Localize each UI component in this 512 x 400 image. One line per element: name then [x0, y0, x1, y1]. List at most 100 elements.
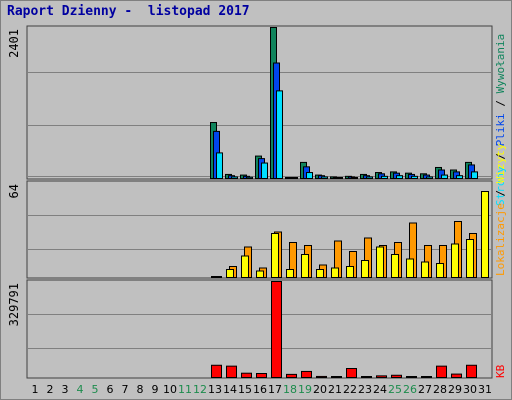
bar-strony-day-30: [471, 171, 478, 180]
day-label-7: 7: [122, 383, 129, 396]
day-label-19: 19: [298, 383, 312, 396]
day-label-5: 5: [92, 383, 99, 396]
day-label-14: 14: [223, 383, 237, 396]
bar-strony-day-29: [456, 175, 463, 180]
bar-strony-day-26: [411, 175, 418, 180]
bar-kb-day-30: [466, 364, 477, 378]
legend-visits: Lokalizacje / Wizyty: [494, 143, 507, 276]
day-label-3: 3: [62, 383, 69, 396]
day-label-17: 17: [268, 383, 282, 396]
bar-kb-day-22: [346, 367, 357, 378]
bar-kb-day-14: [226, 365, 237, 379]
day-label-4: 4: [77, 383, 84, 396]
bar-wizyty-day-26: [406, 258, 414, 278]
legend-requests: Strony / Pliki / Wywołania: [494, 34, 507, 206]
bar-wizyty-day-17: [271, 233, 279, 278]
bar-wizyty-day-16: [256, 270, 264, 278]
bar-strony-day-13: [216, 152, 223, 179]
bar-wizyty-day-19: [301, 254, 309, 278]
day-label-15: 15: [238, 383, 252, 396]
max-label-requests: 2401: [7, 29, 21, 58]
day-label-22: 22: [343, 383, 357, 396]
bar-wizyty-day-14: [226, 269, 234, 278]
bar-kb-day-15: [241, 372, 252, 379]
day-label-30: 30: [463, 383, 477, 396]
bar-strony-day-14: [231, 176, 238, 180]
day-label-18: 18: [283, 383, 297, 396]
day-label-10: 10: [163, 383, 177, 396]
bar-wizyty-day-25: [391, 254, 399, 278]
bar-wizyty-day-18: [286, 269, 294, 278]
legend-part: /: [494, 183, 507, 203]
bar-wizyty-day-23: [361, 260, 369, 278]
bar-kb-day-16: [256, 372, 267, 379]
bar-wizyty-day-29: [451, 243, 459, 278]
day-label-11: 11: [178, 383, 192, 396]
bar-kb-day-26: [406, 376, 417, 378]
day-label-16: 16: [253, 383, 267, 396]
chart-title: Raport Dzienny - listopad 2017: [7, 4, 250, 19]
bar-strony-day-19: [306, 172, 313, 180]
day-label-20: 20: [313, 383, 327, 396]
day-label-23: 23: [358, 383, 372, 396]
bar-strony-day-18: [291, 177, 298, 179]
day-label-28: 28: [433, 383, 447, 396]
bar-wizyty-day-27: [421, 261, 429, 278]
bar-strony-day-25: [396, 175, 403, 180]
day-label-8: 8: [137, 383, 144, 396]
legend-part: Wywołania: [494, 34, 507, 94]
bar-strony-day-27: [426, 176, 433, 180]
bar-strony-day-20: [321, 176, 328, 180]
bar-strony-day-16: [261, 162, 268, 179]
day-label-1: 1: [32, 383, 39, 396]
bar-kb-day-17: [271, 281, 282, 378]
bar-kb-day-28: [436, 365, 447, 379]
day-label-31: 31: [478, 383, 492, 396]
bar-strony-day-24: [381, 175, 388, 180]
legend-part: /: [494, 146, 507, 166]
bar-wizyty-day-21: [331, 267, 339, 278]
bar-kb-day-29: [451, 373, 462, 378]
bar-strony-day-17: [276, 90, 283, 179]
bar-kb-day-27: [421, 376, 432, 378]
day-label-21: 21: [328, 383, 342, 396]
bar-strony-day-22: [351, 177, 358, 179]
max-label-visits: 64: [7, 184, 21, 198]
day-label-24: 24: [373, 383, 387, 396]
day-label-9: 9: [152, 383, 159, 396]
bar-wizyty-day-24: [376, 246, 384, 278]
day-label-2: 2: [47, 383, 54, 396]
bar-kb-day-24: [376, 375, 387, 379]
legend-part: Wizyty: [494, 143, 507, 183]
bar-wizyty-day-31: [481, 191, 489, 278]
bar-kb-day-19: [301, 370, 312, 378]
bar-kb-day-21: [331, 376, 342, 378]
bar-wizyty-day-15: [241, 255, 249, 278]
bar-strony-day-23: [366, 176, 373, 180]
bar-kb-day-13: [211, 364, 222, 378]
legend-traffic: KB: [494, 364, 507, 378]
legend-part: Lokalizacje: [494, 203, 507, 276]
legend-part: KB: [494, 364, 507, 378]
bar-wizyty-day-22: [346, 266, 354, 278]
bar-kb-day-20: [316, 375, 327, 379]
legend-part: Strony: [494, 166, 507, 206]
bar-wizyty-day-30: [466, 239, 474, 278]
bar-kb-day-23: [361, 376, 372, 378]
max-label-traffic: 329791: [7, 283, 21, 326]
bar-strony-day-28: [441, 174, 448, 179]
legend-part: Pliki: [494, 113, 507, 146]
bar-kb-day-25: [391, 374, 402, 379]
bar-kb-day-18: [286, 373, 297, 378]
day-label-27: 27: [418, 383, 432, 396]
day-label-29: 29: [448, 383, 462, 396]
day-label-12: 12: [193, 383, 207, 396]
bar-strony-day-15: [246, 176, 253, 179]
bar-wizyty-day-28: [436, 263, 444, 278]
bar-strony-day-21: [336, 177, 343, 179]
panel-traffic: [26, 279, 493, 379]
legend-part: /: [494, 93, 507, 113]
day-label-6: 6: [107, 383, 114, 396]
